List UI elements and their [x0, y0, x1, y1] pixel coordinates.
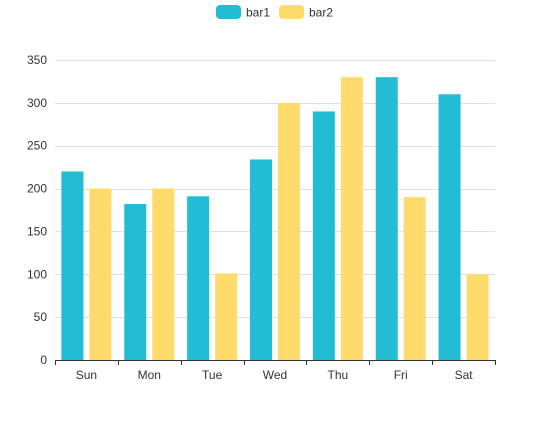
bar-bar1-thu[interactable] — [312, 111, 335, 360]
x-axis: Sun Mon Tue Wed Thu Fri Sat — [55, 360, 496, 382]
bar-bar2-thu[interactable] — [340, 77, 363, 361]
y-axis: 0 50 100 150 200 250 300 350 — [27, 53, 47, 367]
bar-bar2-sat[interactable] — [466, 274, 489, 360]
grid-lines — [55, 60, 495, 318]
y-tick-label: 50 — [34, 310, 48, 324]
y-tick-label: 300 — [27, 96, 47, 110]
y-tick-label: 0 — [40, 353, 47, 367]
bar-bar1-fri[interactable] — [375, 77, 398, 361]
y-tick-label: 100 — [27, 267, 47, 281]
bar-bar1-mon[interactable] — [124, 204, 147, 360]
bar-bar1-sat[interactable] — [438, 94, 461, 361]
y-tick-label: 200 — [27, 182, 47, 196]
x-tick-label: Sat — [455, 368, 474, 382]
legend-item-bar1[interactable]: bar1 — [216, 5, 270, 20]
x-tick-label: Fri — [394, 368, 408, 382]
y-tick-label: 150 — [27, 224, 47, 238]
bar-bar2-fri[interactable] — [403, 197, 426, 360]
y-tick-label: 250 — [27, 139, 47, 153]
bar-bar2-tue[interactable] — [215, 273, 238, 360]
x-tick-label: Wed — [263, 368, 287, 382]
x-tick-label: Mon — [138, 368, 161, 382]
bar-bar1-wed[interactable] — [250, 159, 272, 360]
legend[interactable]: bar1 bar2 — [216, 5, 333, 20]
legend-label-bar1: bar1 — [246, 6, 270, 20]
bar-bar2-sun[interactable] — [89, 188, 112, 360]
bar-bar2-mon[interactable] — [152, 188, 175, 360]
legend-item-bar2[interactable]: bar2 — [279, 5, 333, 20]
bars — [61, 77, 489, 361]
x-tick-label: Tue — [202, 368, 223, 382]
bar-bar1-sun[interactable] — [61, 171, 84, 360]
x-tick-label: Thu — [328, 368, 349, 382]
bar-bar1-tue[interactable] — [187, 196, 210, 360]
x-tick-label: Sun — [76, 368, 97, 382]
legend-swatch-bar1 — [216, 5, 241, 19]
bar-bar2-wed[interactable] — [278, 102, 300, 360]
legend-swatch-bar2 — [279, 5, 304, 19]
legend-label-bar2: bar2 — [309, 6, 333, 20]
y-tick-label: 350 — [27, 53, 47, 67]
